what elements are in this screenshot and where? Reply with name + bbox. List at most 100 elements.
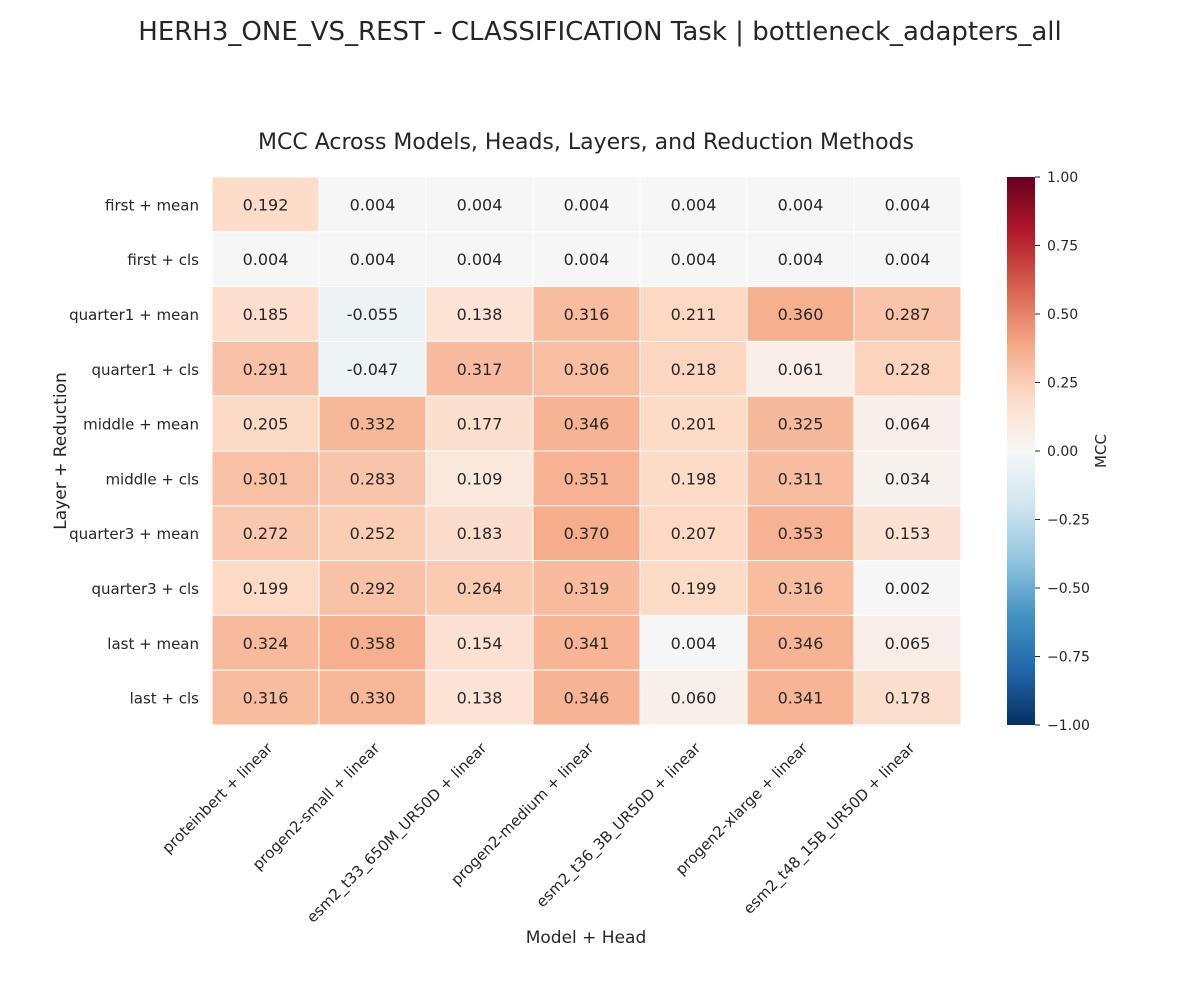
y-tick-label: quarter3 + cls: [91, 580, 199, 598]
y-tick-label: middle + mean: [83, 416, 199, 434]
heatmap-cell: [746, 505, 855, 562]
heatmap-cell: [425, 286, 534, 342]
heatmap-cell: [639, 176, 748, 233]
heatmap-cell: [532, 450, 641, 507]
heatmap-cell: [746, 560, 855, 616]
cell-value-label: 0.346: [564, 415, 610, 434]
colorbar: [1007, 177, 1035, 725]
heatmap-cell: [746, 340, 855, 397]
cell-value-label: 0.330: [350, 689, 396, 708]
heatmap-cell: [211, 340, 320, 397]
cell-value-label: 0.353: [778, 524, 824, 543]
cell-value-label: 0.287: [885, 305, 931, 324]
cell-value-label: 0.004: [350, 195, 396, 214]
cell-value-label: 0.291: [243, 360, 289, 379]
cell-value-label: 0.207: [671, 524, 717, 543]
cell-value-label: 0.004: [457, 195, 503, 214]
cell-value-label: 0.185: [243, 305, 289, 324]
cell-value-label: 0.178: [885, 689, 931, 708]
heatmap-cell: [425, 614, 534, 671]
cell-value-label: 0.319: [564, 579, 610, 598]
cell-value-label: 0.183: [457, 524, 503, 543]
cell-value-label: 0.004: [564, 250, 610, 269]
cell-value-label: 0.004: [885, 250, 931, 269]
heatmap-cell: [639, 560, 748, 616]
y-tick-label: last + mean: [107, 635, 199, 653]
cell-value-label: -0.055: [347, 305, 399, 324]
y-tick-label: first + cls: [127, 251, 199, 269]
cell-value-label: 0.317: [457, 360, 503, 379]
cell-value-label: 0.358: [350, 634, 396, 653]
cell-value-label: 0.061: [778, 360, 824, 379]
cell-value-label: 0.341: [778, 689, 824, 708]
colorbar-tick-label: 1.00: [1047, 170, 1078, 186]
cell-value-label: 0.205: [243, 415, 289, 434]
heatmap-cell: [318, 560, 427, 616]
heatmap-cell: [853, 560, 962, 616]
cell-value-label: 0.004: [671, 250, 717, 269]
heatmap-cell: [639, 669, 748, 726]
x-axis-label: Model + Head: [526, 928, 647, 948]
x-tick-label: esm2_t33_650M_UR50D + linear: [303, 739, 492, 928]
heatmap-cell: [211, 176, 320, 233]
y-tick-labels: first + mean first + cls quarter1 + mean qu…: [69, 196, 199, 707]
cell-value-label: 0.109: [457, 469, 503, 488]
heatmap-cell: [425, 505, 534, 562]
cell-value-label: 0.004: [350, 250, 396, 269]
heatmap-cell: [532, 669, 641, 726]
cell-value-label: 0.199: [671, 579, 717, 598]
colorbar-tick-label: −0.75: [1047, 650, 1090, 666]
cell-value-label: 0.002: [885, 579, 931, 598]
x-tick-label: esm2_t48_15B_UR50D + linear: [740, 739, 920, 919]
heatmap-cells: 0.192 0.004 0.004 0.004 0.004 0.004 0.004 0.004…: [211, 176, 962, 726]
y-tick-label: middle + cls: [105, 470, 199, 488]
heatmap-cell: [639, 231, 748, 288]
cell-value-label: 0.004: [671, 634, 717, 653]
cell-value-label: 0.311: [778, 469, 824, 488]
y-tick-label: quarter1 + cls: [91, 361, 199, 379]
y-tick-label: quarter1 + mean: [69, 306, 199, 324]
cell-value-label: 0.004: [885, 195, 931, 214]
heatmap-cell: [639, 505, 748, 562]
cell-value-label: 0.360: [778, 305, 824, 324]
heatmap-cell: [318, 176, 427, 233]
cell-value-label: 0.154: [457, 634, 503, 653]
heatmap-cell: [639, 286, 748, 342]
heatmap-cell: [211, 505, 320, 562]
heatmap-cell: [639, 450, 748, 507]
cell-value-label: 0.198: [671, 469, 717, 488]
heatmap-cell: [318, 340, 427, 397]
cell-value-label: 0.325: [778, 415, 824, 434]
colorbar-label: MCC: [1092, 434, 1110, 468]
cell-value-label: 0.004: [457, 250, 503, 269]
heatmap-cell: [425, 669, 534, 726]
cell-value-label: 0.199: [243, 579, 289, 598]
cell-value-label: 0.034: [885, 469, 931, 488]
heatmap-cell: [532, 340, 641, 397]
cell-value-label: 0.316: [243, 689, 289, 708]
heatmap-cell: [853, 231, 962, 288]
x-tick-label: proteinbert + linear: [158, 739, 276, 857]
cell-value-label: 0.004: [778, 195, 824, 214]
cell-value-label: 0.301: [243, 469, 289, 488]
heatmap-cell: [853, 395, 962, 452]
heatmap-cell: [211, 669, 320, 726]
colorbar-tick-label: −0.50: [1047, 581, 1090, 597]
cell-value-label: 0.370: [564, 524, 610, 543]
cell-value-label: 0.332: [350, 415, 396, 434]
colorbar-tick-label: −0.25: [1047, 513, 1090, 529]
cell-value-label: 0.306: [564, 360, 610, 379]
heatmap-cell: [853, 450, 962, 507]
cell-value-label: 0.065: [885, 634, 931, 653]
heatmap-cell: [746, 669, 855, 726]
cell-value-label: 0.316: [778, 579, 824, 598]
cell-value-label: 0.292: [350, 579, 396, 598]
heatmap-cell: [211, 395, 320, 452]
cell-value-label: 0.218: [671, 360, 717, 379]
heatmap-cell: [425, 395, 534, 452]
cell-value-label: 0.351: [564, 469, 610, 488]
cell-value-label: 0.138: [457, 689, 503, 708]
cell-value-label: 0.316: [564, 305, 610, 324]
